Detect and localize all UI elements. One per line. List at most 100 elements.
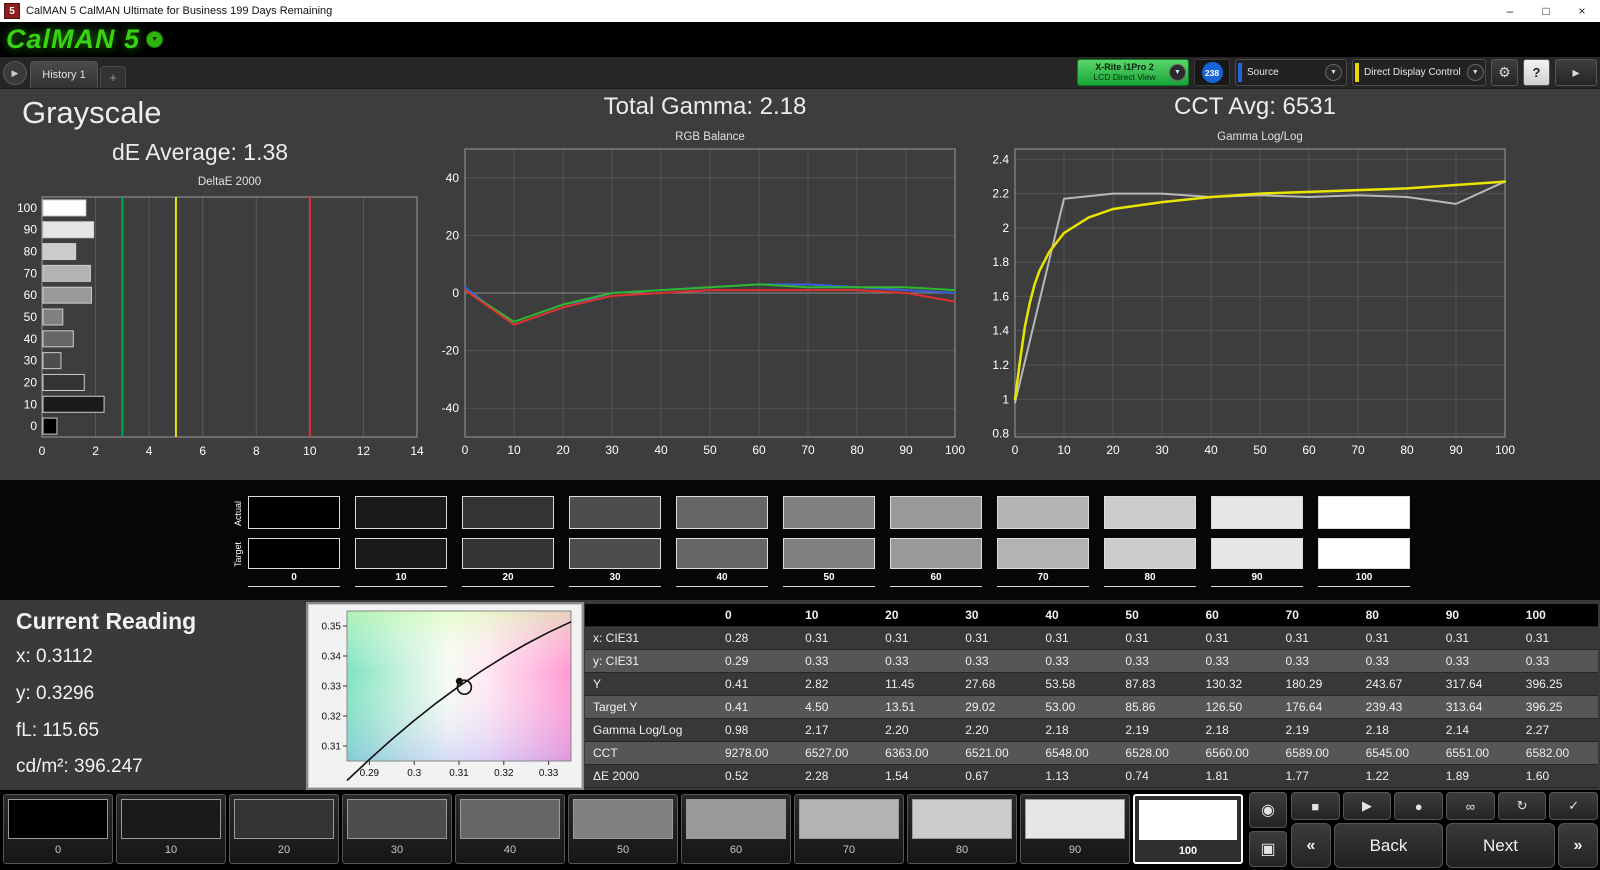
loop-button[interactable]: ↻ [1497, 792, 1547, 820]
svg-text:30: 30 [1155, 443, 1169, 457]
reading-y: y: 0.3296 [16, 683, 95, 704]
table-cell: 4.50 [797, 695, 878, 719]
workflow-panel-toggle-button[interactable]: ▸ [1555, 59, 1597, 86]
svg-text:30: 30 [24, 354, 38, 368]
pattern-button-70[interactable]: 70 [794, 794, 904, 864]
table-cell: 6528.00 [1117, 741, 1198, 765]
settings-button[interactable]: ⚙ [1491, 59, 1518, 86]
table-row: Gamma Log/Log 0.98 2.17 2.20 2.20 2.18 2.19 2.1… [585, 718, 1598, 742]
maximize-button[interactable]: □ [1542, 4, 1550, 18]
pattern-button-40[interactable]: 40 [455, 794, 565, 864]
svg-text:100: 100 [945, 443, 965, 457]
pattern-swatch [460, 799, 560, 839]
svg-text:10: 10 [24, 397, 38, 411]
pattern-window-button[interactable]: ▣ [1249, 831, 1287, 867]
pattern-button-50[interactable]: 50 [568, 794, 678, 864]
pattern-level-label: 20 [277, 844, 291, 856]
table-row: Y 0.41 2.82 11.45 27.68 53.58 87.83 130.32 180.2… [585, 672, 1598, 696]
pattern-button-60[interactable]: 60 [681, 794, 791, 864]
source-dropdown[interactable]: Source ▼ [1235, 59, 1347, 86]
stop-button[interactable]: ■ [1291, 792, 1340, 820]
probe-view-button[interactable]: ◉ [1249, 792, 1287, 828]
table-header-row: 0 10 20 30 40 50 60 70 80 90 100 [585, 604, 1598, 627]
play-icon: ▶ [11, 67, 19, 78]
table-cell: 2.82 [797, 672, 878, 696]
target-swatch-60 [890, 538, 982, 569]
table-cell: 0.31 [1357, 626, 1438, 650]
swatch-level-label: 10 [355, 572, 447, 587]
continuous-read-button[interactable]: ∞ [1446, 792, 1495, 820]
app-icon: 5 [4, 3, 20, 19]
svg-text:80: 80 [1400, 443, 1414, 457]
target-swatch-10 [355, 538, 447, 569]
table-col-header-0: 0 [717, 604, 798, 627]
svg-text:-40: -40 [442, 401, 460, 415]
table-cell: 2.18 [1357, 718, 1438, 742]
chevron-down-icon: ▼ [151, 36, 158, 43]
pattern-swatch [573, 799, 673, 839]
pattern-button-100[interactable]: 100 [1133, 794, 1243, 864]
table-col-header-40: 40 [1037, 604, 1118, 627]
pattern-button-10[interactable]: 10 [116, 794, 226, 864]
table-row-label: CCT [585, 741, 717, 765]
svg-text:0.31: 0.31 [322, 742, 342, 753]
table-col-header-20: 20 [877, 604, 958, 627]
tab-history-1[interactable]: History 1 [30, 61, 98, 88]
svg-text:4: 4 [146, 444, 153, 458]
svg-text:50: 50 [1253, 443, 1267, 457]
next-button[interactable]: Next [1446, 823, 1555, 868]
panel-expand-button[interactable]: ▶ [3, 61, 27, 85]
svg-text:20: 20 [556, 443, 570, 457]
back-button[interactable]: Back [1334, 823, 1443, 868]
table-row: CCT 9278.00 6527.00 6363.00 6521.00 6548.00 65… [585, 741, 1598, 765]
table-cell: 1.81 [1197, 764, 1278, 788]
svg-text:1: 1 [1002, 392, 1009, 406]
table-cell: 0.31 [1197, 626, 1278, 650]
pattern-swatch [1139, 800, 1237, 840]
table-cell: 0.33 [797, 649, 878, 673]
add-tab-button[interactable]: + [100, 66, 126, 88]
table-cell: 6589.00 [1277, 741, 1358, 765]
next-chevron-button[interactable]: » [1558, 823, 1598, 868]
target-swatch-100 [1318, 538, 1410, 569]
pattern-button-0[interactable]: 0 [3, 794, 113, 864]
table-cell: 6545.00 [1357, 741, 1438, 765]
swatch-column-10: 10 [355, 496, 447, 587]
table-row-label: Target Y [585, 695, 717, 719]
table-cell: 1.22 [1357, 764, 1438, 788]
table-cell: 0.28 [717, 626, 798, 650]
table-cell: 27.68 [957, 672, 1038, 696]
table-cell: 317.64 [1437, 672, 1518, 696]
table-cell: 396.25 [1517, 672, 1598, 696]
meter-dropdown[interactable]: X-Rite i1Pro 2 LCD Direct View ▼ [1077, 59, 1189, 86]
table-cell: 85.86 [1117, 695, 1198, 719]
close-button[interactable]: × [1578, 4, 1586, 18]
display-control-dropdown[interactable]: Direct Display Control ▼ [1352, 59, 1486, 86]
actual-swatch-80 [1104, 496, 1196, 529]
logo-dropdown-button[interactable]: ▼ [146, 31, 164, 48]
table-cell: 243.67 [1357, 672, 1438, 696]
table-cell: 2.17 [797, 718, 878, 742]
accept-button[interactable]: ✓ [1549, 792, 1599, 820]
pattern-button-20[interactable]: 20 [229, 794, 339, 864]
record-button[interactable]: ● [1394, 792, 1444, 820]
svg-text:60: 60 [1302, 443, 1316, 457]
help-button[interactable]: ? [1523, 59, 1550, 86]
chevron-down-icon: ▼ [1466, 64, 1484, 81]
pattern-button-80[interactable]: 80 [907, 794, 1017, 864]
table-cell: 0.33 [1437, 649, 1518, 673]
swatch-level-label: 90 [1211, 572, 1303, 587]
table-cell: 0.31 [1037, 626, 1118, 650]
table-cell: 1.89 [1437, 764, 1518, 788]
back-chevron-button[interactable]: « [1291, 823, 1331, 868]
pattern-bar: 0 10 20 30 40 50 60 70 80 90 100 ◉ ▣ ■ ▶ ● ∞ ↻ ✓ « Back … [0, 790, 1600, 870]
minimize-button[interactable]: – [1506, 4, 1514, 18]
svg-text:1.2: 1.2 [992, 358, 1009, 372]
pattern-button-30[interactable]: 30 [342, 794, 452, 864]
play-button[interactable]: ▶ [1342, 792, 1392, 820]
pattern-button-90[interactable]: 90 [1020, 794, 1130, 864]
svg-text:20: 20 [24, 375, 38, 389]
svg-text:0.32: 0.32 [322, 712, 342, 723]
rgb-balance-chart-title: RGB Balance [675, 131, 745, 143]
table-row-label: ΔE 2000 [585, 764, 717, 788]
